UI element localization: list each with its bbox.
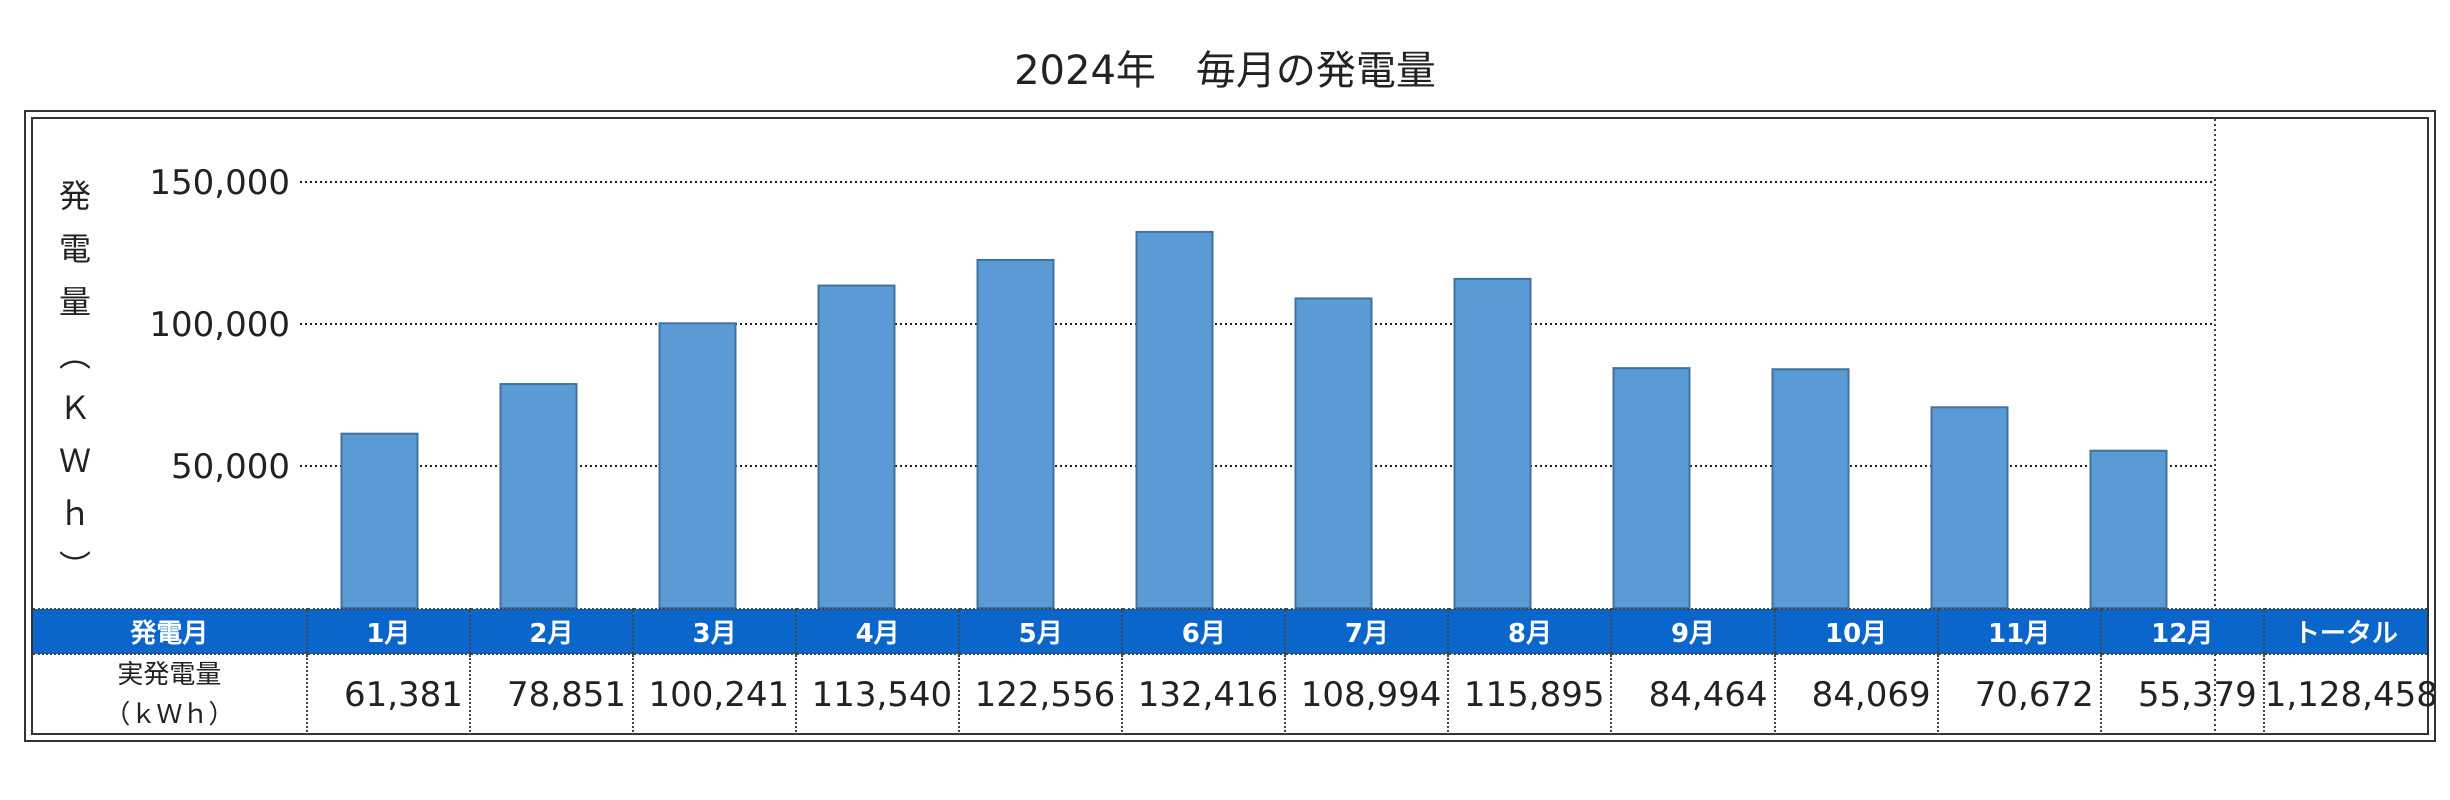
table-month-header: 8月 bbox=[1447, 608, 1612, 655]
bar-7月 bbox=[1294, 297, 1373, 609]
table-month-header: 1月 bbox=[305, 608, 470, 655]
y-tick-label: 100,000 bbox=[149, 305, 290, 345]
y-axis-label-char: ｈ bbox=[58, 495, 91, 533]
table-month-value: 78,851 bbox=[468, 654, 634, 735]
monthly-data-table: 発電月 1月 2月 3月 4月 5月 6月 7月 8月 9月 10月 11月 12月 トータル 実発電量… bbox=[33, 608, 2438, 735]
table-month-value: 113,540 bbox=[795, 654, 960, 735]
table-month-header: 4月 bbox=[795, 608, 960, 655]
table-values-row: 実発電量 （ｋＷｈ） 61,381 78,851 100,241 113,540 122… bbox=[33, 654, 2438, 735]
table-row-label: 実発電量 （ｋＷｈ） bbox=[33, 654, 307, 735]
table-total-value: 1,128,458 bbox=[2262, 654, 2438, 735]
table-month-value: 115,895 bbox=[1447, 654, 1612, 735]
bar-10月 bbox=[1771, 368, 1850, 610]
y-axis-label-char: Ｋ bbox=[58, 389, 91, 427]
y-axis-label-char: ︶ bbox=[58, 548, 91, 586]
row-label-line-1: 実発電量 bbox=[117, 660, 222, 690]
table-month-header: 7月 bbox=[1284, 608, 1449, 655]
table-month-value: 84,464 bbox=[1610, 654, 1775, 735]
bar-9月 bbox=[1612, 367, 1691, 610]
y-axis-label-char: 量 bbox=[58, 283, 91, 321]
table-month-value: 84,069 bbox=[1773, 654, 1938, 735]
y-tick-label: 150,000 bbox=[149, 163, 290, 203]
y-axis-label-char: 発 bbox=[58, 177, 91, 215]
table-month-value: 70,672 bbox=[1936, 654, 2101, 735]
bar-12月 bbox=[2089, 449, 2168, 609]
table-month-value: 100,241 bbox=[632, 654, 797, 735]
y-tick-label: 50,000 bbox=[171, 447, 290, 487]
table-month-header: 12月 bbox=[2099, 608, 2264, 655]
table-total-header: トータル bbox=[2262, 608, 2427, 655]
bar-8月 bbox=[1453, 277, 1532, 609]
bar-2月 bbox=[499, 383, 578, 610]
table-month-header: 5月 bbox=[958, 608, 1123, 655]
table-month-value: 108,994 bbox=[1284, 654, 1449, 735]
table-month-value: 55,379 bbox=[2099, 654, 2264, 735]
table-month-header: 9月 bbox=[1610, 608, 1775, 655]
bar-1月 bbox=[340, 432, 419, 609]
table-header-row: 発電月 1月 2月 3月 4月 5月 6月 7月 8月 9月 10月 11月 12月 トータル bbox=[33, 608, 2427, 655]
bar-11月 bbox=[1930, 406, 2009, 610]
row-label-line-2: （ｋＷｈ） bbox=[104, 700, 235, 730]
y-axis-label-char: 電 bbox=[58, 230, 91, 268]
table-header-label: 発電月 bbox=[33, 608, 307, 655]
table-month-header: 10月 bbox=[1773, 608, 1938, 655]
bar-5月 bbox=[976, 258, 1055, 609]
table-month-value: 132,416 bbox=[1121, 654, 1286, 735]
bar-6月 bbox=[1135, 230, 1214, 609]
chart-title: 2024年 毎月の発電量 bbox=[1014, 48, 1436, 94]
y-axis-label-char: ︵ bbox=[58, 336, 91, 374]
table-month-header: 2月 bbox=[468, 608, 634, 655]
chart-frame-outer bbox=[24, 110, 2436, 742]
table-month-value: 122,556 bbox=[958, 654, 1123, 735]
table-month-header: 3月 bbox=[632, 608, 797, 655]
y-axis-label-char: Ｗ bbox=[58, 442, 91, 480]
bar-3月 bbox=[658, 322, 737, 609]
table-month-header: 11月 bbox=[1936, 608, 2101, 655]
table-month-value: 61,381 bbox=[305, 654, 470, 735]
table-month-header: 6月 bbox=[1121, 608, 1286, 655]
bar-4月 bbox=[817, 284, 896, 609]
